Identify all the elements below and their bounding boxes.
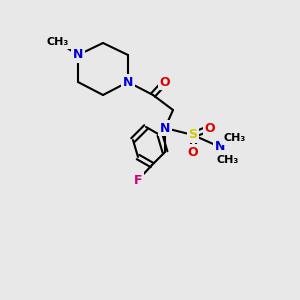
Text: N: N [123, 76, 133, 88]
Text: O: O [160, 76, 170, 88]
Text: F: F [134, 173, 142, 187]
Text: N: N [73, 49, 83, 62]
Text: S: S [188, 128, 197, 142]
Text: N: N [160, 122, 170, 134]
Text: CH₃: CH₃ [224, 133, 246, 143]
Text: CH₃: CH₃ [47, 37, 69, 47]
Text: O: O [188, 146, 198, 158]
Text: CH₃: CH₃ [217, 155, 239, 165]
Text: O: O [205, 122, 215, 134]
Text: N: N [215, 140, 225, 154]
